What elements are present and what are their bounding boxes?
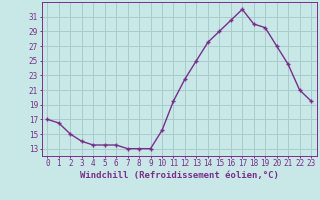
X-axis label: Windchill (Refroidissement éolien,°C): Windchill (Refroidissement éolien,°C) <box>80 171 279 180</box>
